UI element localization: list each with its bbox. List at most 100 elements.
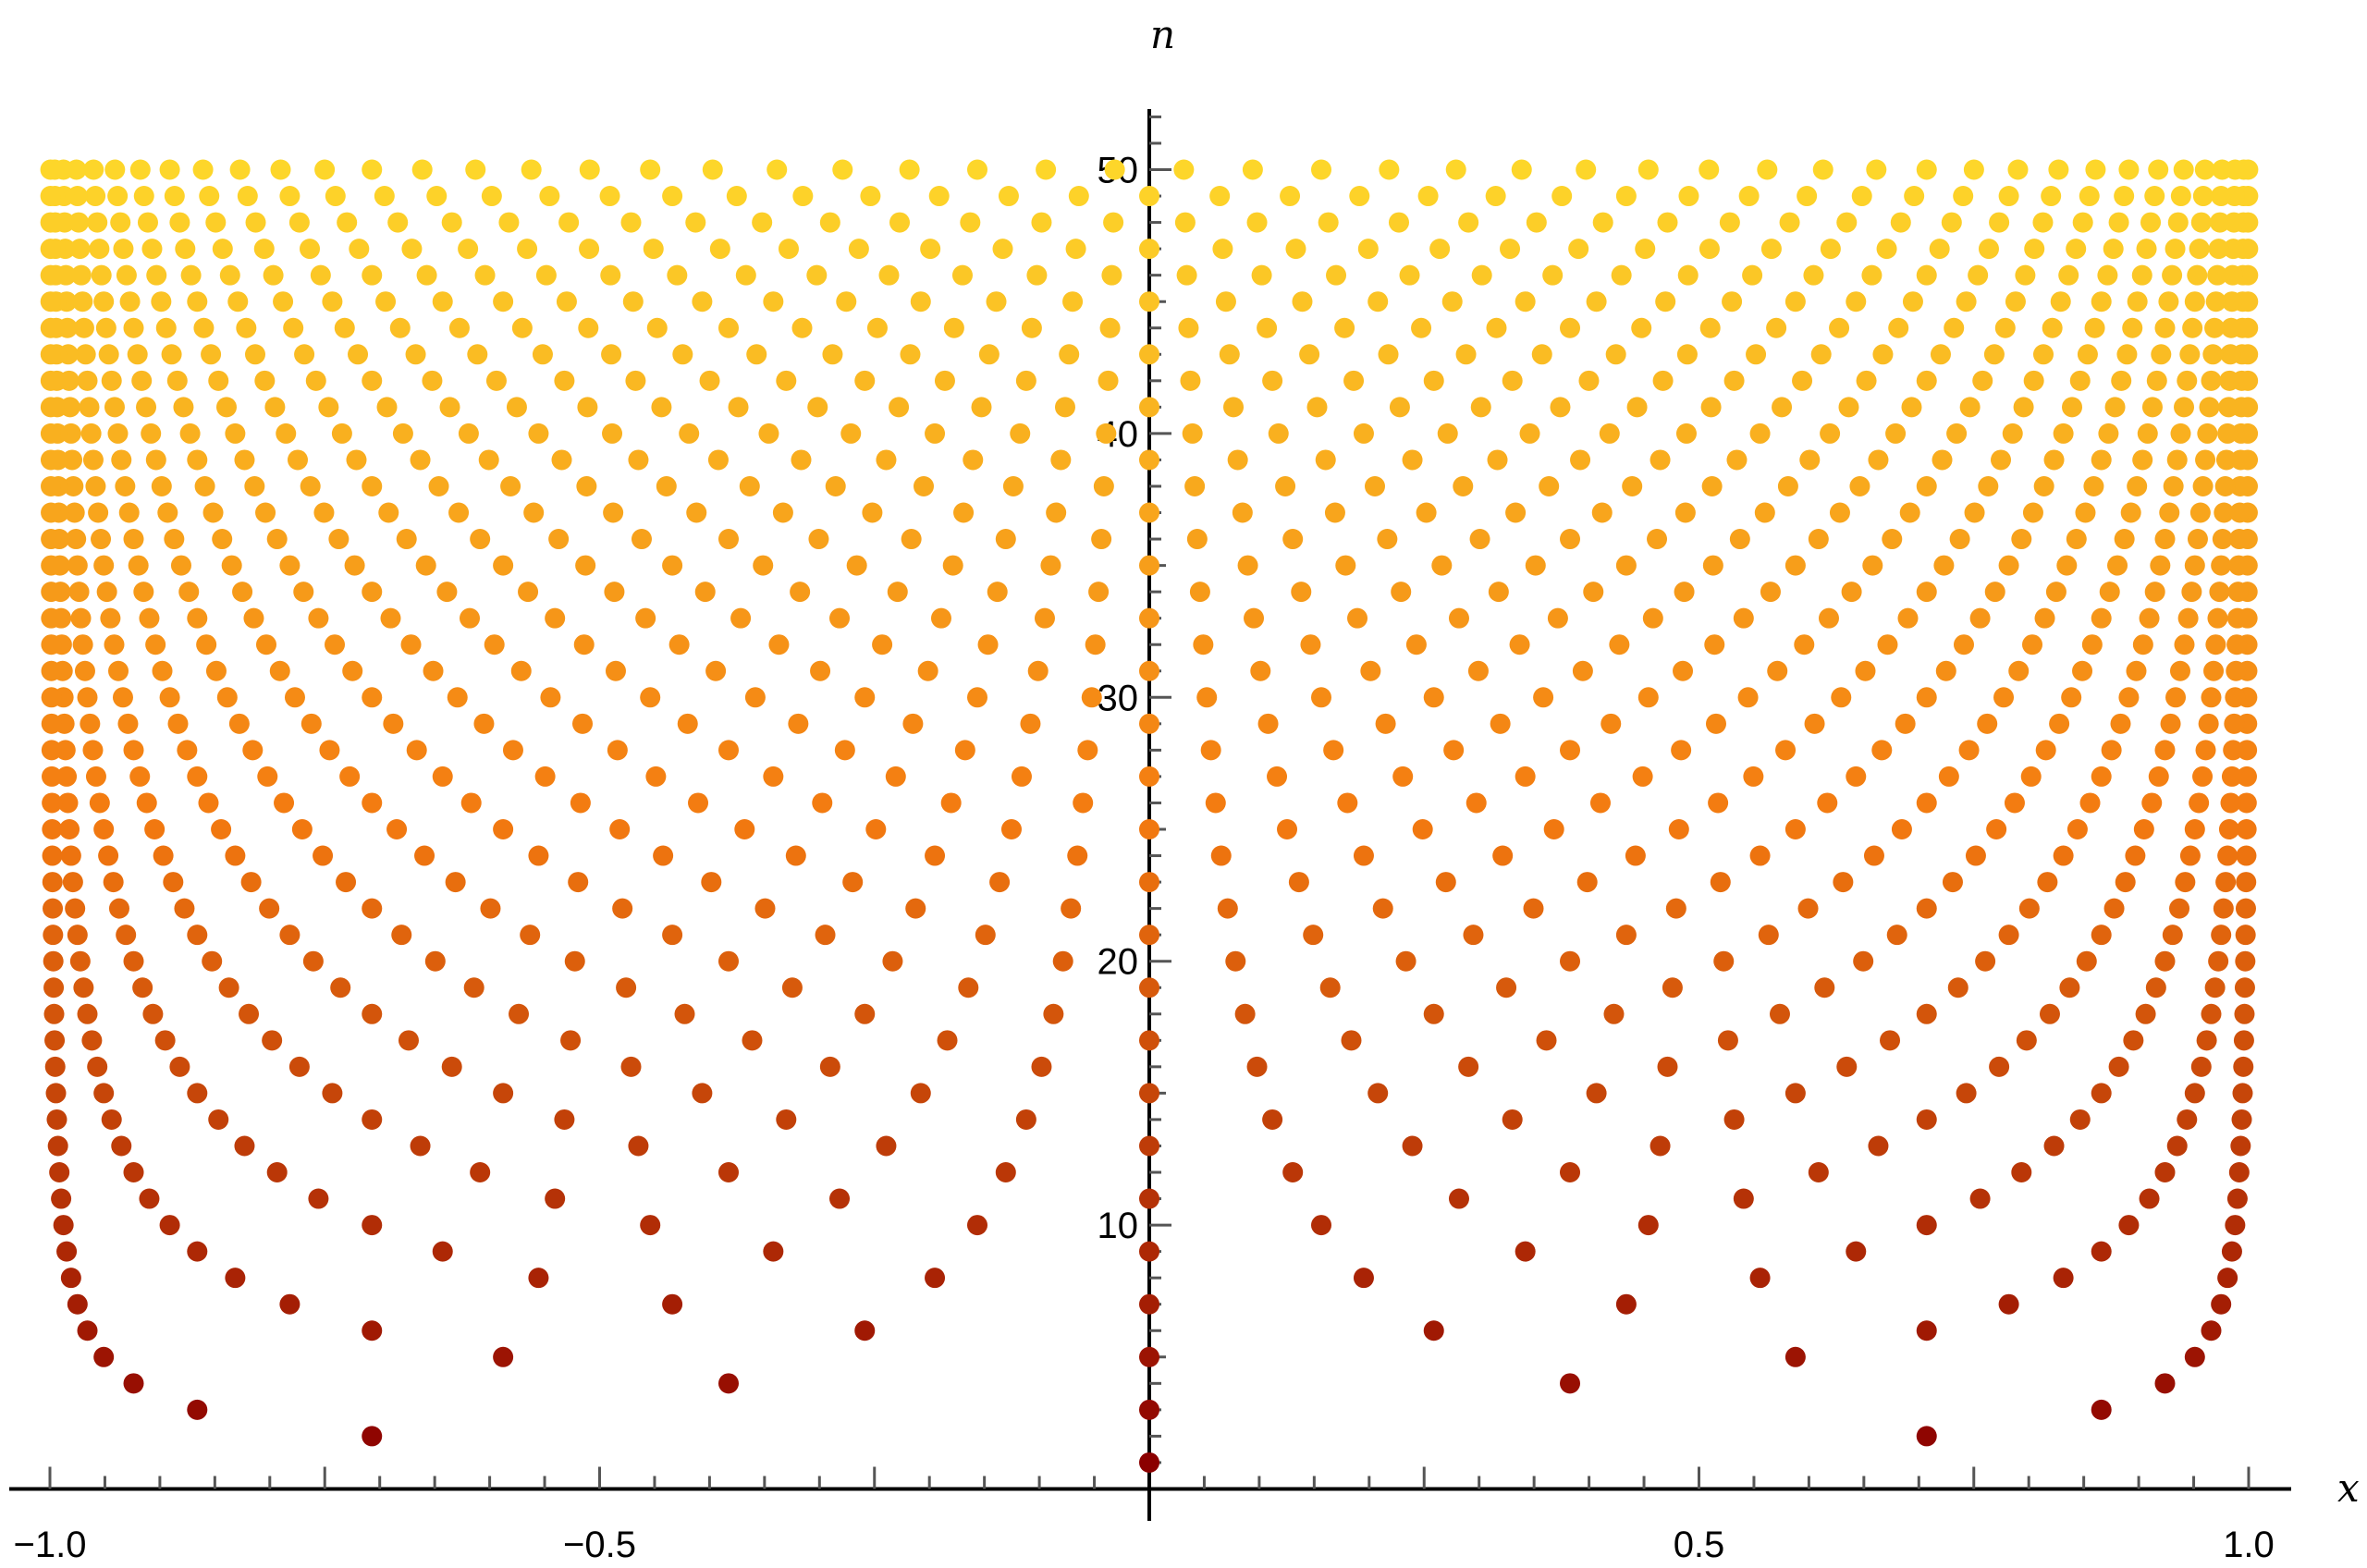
data-point (218, 977, 239, 998)
data-point (2091, 1399, 2112, 1420)
data-point (645, 766, 667, 787)
data-point (1246, 1056, 1268, 1077)
data-point (625, 370, 646, 391)
data-point (1353, 423, 1374, 444)
data-point (362, 1109, 383, 1130)
data-point (1486, 317, 1507, 338)
data-point (266, 529, 288, 550)
data-point (953, 502, 975, 523)
data-point (2058, 264, 2079, 286)
data-point (2005, 291, 2026, 312)
data-point (2033, 475, 2054, 496)
data-point (1026, 264, 1048, 286)
data-point (1319, 977, 1341, 998)
data-point (1705, 713, 1726, 734)
data-point (1423, 687, 1444, 708)
data-point (1766, 317, 1787, 338)
data-point (2018, 898, 2040, 919)
data-point (1471, 264, 1492, 286)
data-point (264, 397, 286, 418)
data-point (398, 1030, 419, 1051)
data-point (1395, 950, 1417, 972)
data-point (2228, 555, 2250, 576)
data-point (93, 291, 115, 312)
data-point (1699, 317, 1721, 338)
data-point (1993, 687, 2015, 708)
data-point (2015, 264, 2036, 286)
data-point (2184, 1083, 2205, 1104)
data-point (1657, 212, 1678, 233)
data-point (1209, 186, 1231, 207)
data-point (478, 449, 499, 471)
data-point (1784, 1346, 1806, 1367)
data-point (2225, 1215, 2246, 1236)
data-point (1246, 212, 1268, 233)
data-point (2154, 740, 2176, 761)
data-point (401, 239, 423, 260)
data-point (146, 264, 167, 286)
data-point (1311, 687, 1331, 708)
data-point (211, 819, 232, 839)
data-point (2084, 317, 2105, 338)
data-point (1803, 264, 1824, 286)
data-point (2205, 291, 2226, 312)
data-point (40, 370, 61, 391)
data-point (81, 1030, 103, 1051)
data-point (776, 1109, 797, 1130)
data-point (202, 502, 224, 523)
data-point (1749, 845, 1771, 866)
data-point (155, 317, 177, 338)
data-point (1277, 819, 1298, 839)
data-point (609, 819, 631, 839)
data-point (237, 186, 258, 207)
data-point (2011, 1162, 2032, 1183)
data-point (790, 582, 811, 603)
data-point (640, 687, 661, 708)
data-point (1043, 1003, 1064, 1024)
data-point (674, 1003, 695, 1024)
data-point (2034, 607, 2055, 629)
data-point (1500, 239, 1521, 260)
data-point (1772, 397, 1793, 418)
data-point (2215, 449, 2237, 471)
data-point (62, 449, 83, 471)
data-point (266, 1162, 288, 1183)
data-point (73, 977, 94, 998)
data-point (1810, 344, 1832, 365)
data-point (1103, 212, 1124, 233)
data-point (2214, 475, 2236, 496)
data-point (41, 660, 62, 681)
data-point (2043, 1135, 2065, 1157)
data-point (1583, 582, 1604, 603)
data-point (153, 845, 174, 866)
data-point (819, 1056, 840, 1077)
data-point (502, 740, 523, 761)
data-point (441, 1056, 462, 1077)
data-point (2114, 529, 2135, 550)
data-point (463, 977, 484, 998)
data-point (1998, 925, 2019, 946)
data-point (310, 264, 331, 286)
data-point (1888, 317, 1909, 338)
data-point (77, 687, 98, 708)
data-point (2053, 1268, 2074, 1289)
data-point (2217, 1268, 2238, 1289)
data-point (362, 687, 383, 708)
data-point (319, 740, 340, 761)
data-point (208, 370, 229, 391)
data-point (2123, 1030, 2144, 1051)
data-point (104, 159, 126, 180)
data-point (2103, 239, 2124, 260)
data-point (1991, 449, 2012, 471)
data-point (2004, 792, 2025, 814)
data-point (1139, 1188, 1159, 1209)
data-point (1300, 634, 1321, 655)
data-point (1405, 634, 1427, 655)
data-point (545, 607, 566, 629)
data-point (375, 291, 397, 312)
data-point (1337, 792, 1358, 814)
data-point (1052, 950, 1073, 972)
data-point (1851, 186, 1872, 207)
data-point (705, 660, 727, 681)
data-point (1880, 1030, 1901, 1051)
